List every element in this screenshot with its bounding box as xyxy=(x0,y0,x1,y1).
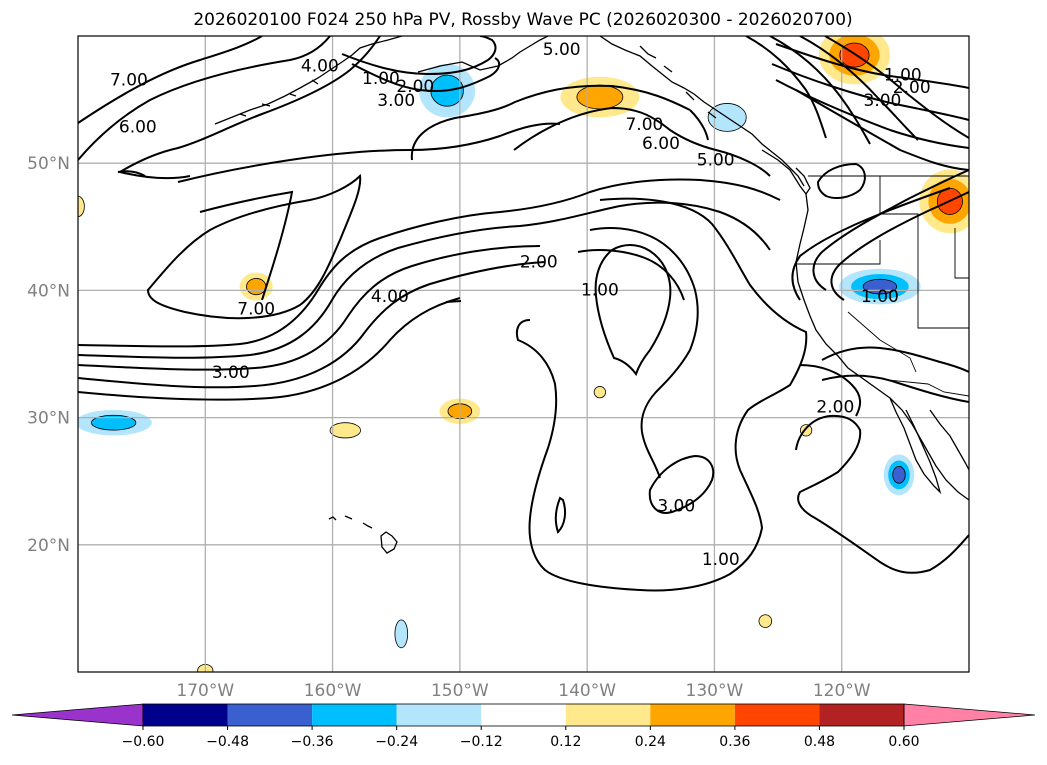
contour-label: 3.00 xyxy=(657,497,695,517)
coastline xyxy=(214,36,969,554)
colorbar-segment xyxy=(227,704,313,726)
contour-label: 2.00 xyxy=(520,252,558,272)
colorbar-segment xyxy=(481,704,566,726)
pv-anomaly-band xyxy=(394,619,409,649)
contour-label: 1.00 xyxy=(884,65,922,85)
colorbar-segment xyxy=(312,704,397,726)
contour-label: 6.00 xyxy=(642,134,680,154)
contour-label: 3.00 xyxy=(377,91,415,111)
colorbar-segment xyxy=(650,704,735,726)
chart-title: 2026020100 F024 250 hPa PV, Rossby Wave … xyxy=(193,10,852,30)
pv-anomaly-band xyxy=(892,466,906,484)
contour-label: 4.00 xyxy=(301,57,339,77)
contour-label: 2.00 xyxy=(816,397,854,417)
contour-label: 3.00 xyxy=(212,363,250,383)
colorbar-tick-label: −0.36 xyxy=(291,734,334,750)
x-tick-label: 170°W xyxy=(176,681,234,701)
pv-anomaly-region-negative xyxy=(394,619,409,649)
pv-anomaly-region-positive xyxy=(329,422,361,439)
pv-anomaly-band xyxy=(78,195,85,218)
contour-label: 6.00 xyxy=(119,118,157,138)
pv-anomaly-region-negative xyxy=(78,409,152,436)
colorbar-tick-label: 0.60 xyxy=(888,734,919,750)
contour-label: 7.00 xyxy=(625,115,663,135)
pv-anomaly-band xyxy=(329,422,361,439)
colorbar: −0.60 −0.48 −0.36 −0.24 −0.12 0.12 0.24 0.36 0.4… xyxy=(11,703,1036,750)
contour-label: 1.00 xyxy=(362,69,400,89)
pv-anomaly-region-positive xyxy=(593,386,606,399)
x-tick-label: 140°W xyxy=(558,681,616,701)
pv-anomaly-region-negative xyxy=(883,454,915,496)
pv-contours xyxy=(78,36,969,592)
x-tick-label: 160°W xyxy=(304,681,362,701)
pv-anomaly-region-positive xyxy=(758,614,773,628)
graticule xyxy=(78,36,969,672)
contour-label: 4.00 xyxy=(371,287,409,307)
contour-label: 7.00 xyxy=(110,71,148,91)
colorbar-tick-label: 0.36 xyxy=(719,734,750,750)
pv-anomaly-band xyxy=(576,84,624,110)
map-frame xyxy=(77,35,970,673)
contour-label: 2.00 xyxy=(893,78,931,98)
contour-label: 3.00 xyxy=(864,91,902,111)
contour-label: 5.00 xyxy=(543,40,581,60)
contour-label: 2.00 xyxy=(396,77,434,97)
y-tick-label: 30°N xyxy=(27,409,70,429)
colorbar-tick-label: 0.12 xyxy=(550,734,581,750)
colorbar-extend-min xyxy=(11,703,144,727)
contour-label: 1.00 xyxy=(702,550,740,570)
pv-anomaly-band xyxy=(246,278,267,296)
pv-anomaly-region-positive xyxy=(78,195,85,218)
x-tick-label: 130°W xyxy=(686,681,744,701)
colorbar-tick-label: 0.24 xyxy=(635,734,666,750)
pv-anomaly-region-positive xyxy=(239,272,273,301)
colorbar-tick-label: 0.48 xyxy=(804,734,835,750)
colorbar-segment xyxy=(565,704,651,726)
contour-label: 7.00 xyxy=(237,299,275,319)
colorbar-frame xyxy=(142,703,905,727)
contour-labels: 7.006.004.001.002.003.005.007.006.005.00… xyxy=(110,40,931,570)
contour-label: 5.00 xyxy=(697,151,735,171)
y-tick-label: 50°N xyxy=(27,154,70,174)
colorbar-extend-max xyxy=(903,703,1036,727)
borders xyxy=(796,175,969,397)
y-tick-label: 40°N xyxy=(27,281,70,301)
colorbar-segment xyxy=(819,704,904,726)
colorbar-segment xyxy=(734,704,820,726)
colorbar-segment xyxy=(143,704,228,726)
colorbar-tick-label: −0.60 xyxy=(122,734,165,750)
pv-anomaly-band xyxy=(593,386,606,399)
colorbar-tick-label: −0.48 xyxy=(206,734,249,750)
x-tick-label: 120°W xyxy=(813,681,871,701)
x-tick-label: 150°W xyxy=(431,681,489,701)
y-tick-label: 20°N xyxy=(27,536,70,556)
contour-label: 1.00 xyxy=(581,280,619,300)
pv-anomaly-region-negative xyxy=(839,268,921,305)
contour-label: 1.00 xyxy=(861,287,899,307)
colorbar-tick-label: −0.24 xyxy=(375,734,418,750)
axes: 170°W 160°W 150°W 140°W 130°W 120°W 20°N 30°N 40… xyxy=(27,154,871,701)
pv-anomaly-region-positive xyxy=(919,169,969,234)
colorbar-tick-label: −0.12 xyxy=(460,734,503,750)
pv-anomaly-region-positive xyxy=(560,76,640,118)
pv-anomaly-band xyxy=(758,614,773,628)
colorbar-segment xyxy=(396,704,482,726)
pv-anomaly-band xyxy=(90,414,137,431)
